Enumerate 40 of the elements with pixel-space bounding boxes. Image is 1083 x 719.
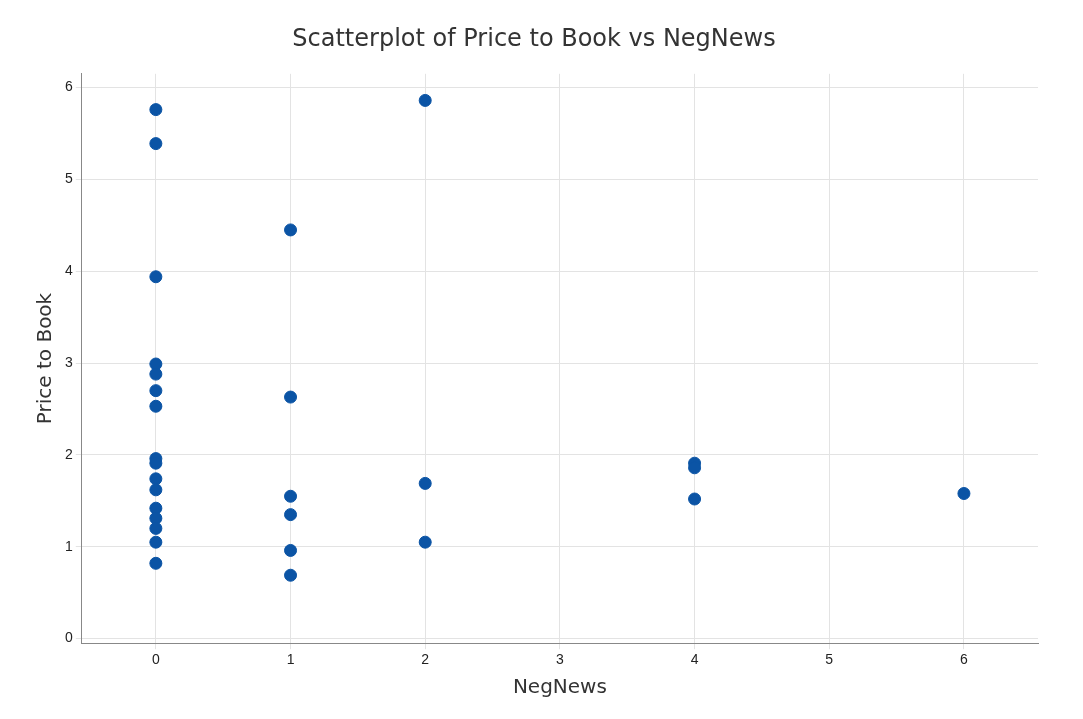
point — [149, 556, 163, 570]
point — [149, 270, 163, 284]
x-tick-label: 3 — [555, 651, 564, 668]
y-tick-label: 0 — [64, 629, 73, 646]
point — [149, 472, 163, 486]
point — [284, 543, 298, 557]
point — [284, 390, 298, 404]
x-tick-label: 5 — [825, 651, 834, 668]
y-tick-label: 2 — [64, 445, 73, 462]
point — [149, 367, 163, 381]
x-axis-title: NegNews — [512, 674, 607, 699]
point — [957, 487, 971, 500]
point — [149, 103, 163, 117]
point — [688, 492, 702, 506]
point — [149, 357, 163, 371]
point — [418, 535, 432, 549]
x-tick-label: 6 — [960, 651, 969, 668]
y-axis-title: Price to Book — [32, 292, 57, 425]
point — [418, 476, 432, 490]
y-tick-label: 1 — [64, 537, 73, 554]
y-tick-label: 5 — [64, 170, 73, 187]
point — [149, 483, 163, 497]
point — [284, 508, 298, 522]
point — [284, 568, 298, 582]
x-tick-label: 2 — [421, 651, 430, 668]
point — [284, 489, 298, 503]
x-tick-label: 1 — [286, 651, 295, 668]
x-tick-label: 4 — [690, 651, 699, 668]
point — [149, 535, 163, 549]
y-tick-label: 4 — [64, 262, 73, 279]
point — [149, 137, 163, 151]
y-tick-label: 6 — [64, 78, 73, 95]
point — [284, 223, 298, 237]
point — [418, 93, 432, 107]
x-tick-label: 0 — [151, 651, 160, 668]
point — [149, 521, 163, 535]
point — [149, 399, 163, 413]
point — [149, 384, 163, 398]
chart-title: Scatterplot of Price to Book vs NegNews — [292, 23, 776, 52]
y-tick-label: 3 — [64, 353, 73, 370]
